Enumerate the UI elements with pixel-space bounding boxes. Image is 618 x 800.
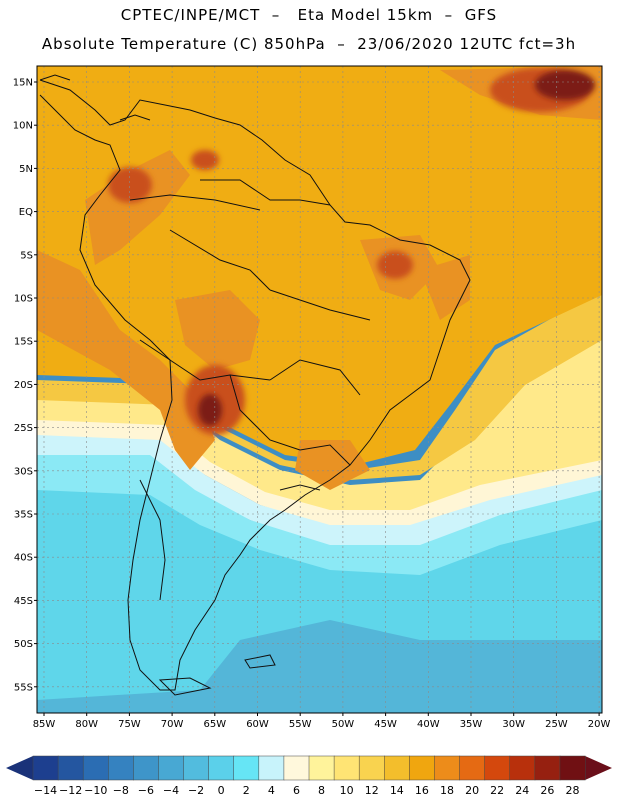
colorbar-label: 0	[218, 784, 225, 797]
lon-label-60w: 60W	[246, 719, 269, 730]
colorbar-swatch	[108, 755, 134, 781]
lon-label-80w: 80W	[75, 719, 98, 730]
colorbar-label: −12	[59, 784, 82, 797]
lat-label-45s: 45S	[14, 596, 33, 607]
map-title-line1: CPTEC/INPE/MCT – Eta Model 15km – GFS	[120, 6, 498, 24]
lon-label-25w: 25W	[545, 719, 568, 730]
colorbar-label: 18	[440, 784, 454, 797]
colorbar-label: 10	[340, 784, 354, 797]
latitude-labels: 15N 10N 5N EQ 5S 10S 15S 20S 25S 30S 35S 40S 45S 50S 5…	[13, 78, 37, 693]
colorbar-label: 14	[390, 784, 404, 797]
colorbar-right-arrow	[585, 756, 612, 780]
lon-label-65w: 65W	[203, 719, 226, 730]
lat-label-5s: 5S	[20, 250, 33, 261]
colorbar-swatch	[283, 755, 310, 781]
colorbar-label: 12	[365, 784, 379, 797]
colorbar-label: 4	[268, 784, 275, 797]
colorbar-swatch	[434, 755, 461, 781]
colorbar-label: −8	[113, 784, 129, 797]
lat-label-15n: 15N	[13, 78, 33, 89]
field-hot-core	[198, 70, 595, 426]
colorbar-swatches	[32, 755, 586, 781]
colorbar-label: 16	[415, 784, 429, 797]
colorbar-swatch	[158, 755, 185, 781]
lon-label-70w: 70W	[161, 719, 184, 730]
colorbar-label: −6	[138, 784, 154, 797]
colorbar-swatch	[258, 755, 285, 781]
colorbar-swatch	[233, 755, 260, 781]
lat-label-15s: 15S	[14, 337, 33, 348]
temperature-map: 15N 10N 5N EQ 5S 10S 15S 20S 25S 30S 35S 40S 45S 50S 5…	[13, 65, 611, 730]
colorbar-label: 22	[490, 784, 504, 797]
colorbar-swatch	[183, 755, 210, 781]
colorbar-swatch	[409, 755, 436, 781]
field-gold-band	[37, 290, 602, 480]
lon-label-35w: 35W	[460, 719, 483, 730]
colorbar-left-arrow	[6, 756, 33, 780]
colorbar-swatch	[208, 755, 235, 781]
lat-label-5n: 5N	[19, 164, 33, 175]
colorbar-swatch	[484, 755, 511, 781]
lat-label-40s: 40S	[14, 553, 33, 564]
lon-label-40w: 40W	[417, 719, 440, 730]
lon-label-75w: 75W	[118, 719, 141, 730]
lat-label-35s: 35S	[14, 510, 33, 521]
field-pale-band	[37, 430, 602, 545]
lon-label-45w: 45W	[374, 719, 397, 730]
map-frame	[36, 65, 603, 714]
lon-label-30w: 30W	[502, 719, 525, 730]
colorbar: −14 −12 −10 −8 −6 −4 −2 0 2 4 6 8 10 12 14 16 18 20 22 24 26…	[6, 755, 612, 797]
colorbar-swatch	[459, 755, 486, 781]
lat-label-10n: 10N	[13, 121, 33, 132]
lat-label-eq: EQ	[19, 207, 33, 218]
colorbar-swatch	[308, 755, 335, 781]
colorbar-swatch	[333, 755, 360, 781]
colorbar-label: 6	[293, 784, 300, 797]
colorbar-label: −4	[163, 784, 179, 797]
colorbar-label: 26	[540, 784, 554, 797]
colorbar-swatch	[133, 755, 160, 781]
colorbar-label: 20	[465, 784, 479, 797]
colorbar-label: 8	[318, 784, 325, 797]
lon-label-55w: 55W	[289, 719, 312, 730]
colorbar-swatch	[384, 755, 410, 781]
colorbar-label: 2	[243, 784, 250, 797]
colorbar-swatch	[358, 755, 385, 781]
colorbar-swatch	[82, 755, 109, 781]
field-cyan-band	[37, 460, 602, 700]
temperature-field	[37, 66, 602, 713]
lat-label-55s: 55S	[14, 682, 33, 693]
colorbar-label: 28	[565, 784, 579, 797]
colorbar-label: −14	[34, 784, 57, 797]
colorbar-swatch	[509, 755, 536, 781]
longitude-labels: 85W 80W 75W 70W 65W 60W 55W 50W 45W 40W 35W 30W 25W 2…	[33, 713, 611, 730]
colorbar-swatch	[534, 755, 561, 781]
field-yellow-band	[37, 330, 602, 510]
colorbar-label: −10	[84, 784, 107, 797]
lat-label-30s: 30S	[14, 466, 33, 477]
map-title-line2: Absolute Temperature (C) 850hPa – 23/06/…	[41, 35, 577, 53]
lat-label-25s: 25S	[14, 423, 33, 434]
colorbar-label: 24	[515, 784, 529, 797]
lon-label-20w: 20W	[588, 719, 611, 730]
colorbar-label: −2	[188, 784, 204, 797]
lat-label-20s: 20S	[14, 380, 33, 391]
lat-label-50s: 50S	[14, 639, 33, 650]
lon-label-85w: 85W	[33, 719, 56, 730]
lon-label-50w: 50W	[332, 719, 355, 730]
lat-lon-grid	[37, 66, 602, 713]
lat-label-10s: 10S	[14, 294, 33, 305]
coastlines-borders	[39, 74, 471, 696]
field-light-band	[37, 445, 602, 575]
colorbar-swatch	[57, 755, 84, 781]
colorbar-labels: −14 −12 −10 −8 −6 −4 −2 0 2 4 6 8 10 12 14 16 18 20 22 24 26…	[34, 784, 580, 797]
colorbar-swatch	[32, 755, 59, 781]
colorbar-swatch	[559, 755, 586, 781]
